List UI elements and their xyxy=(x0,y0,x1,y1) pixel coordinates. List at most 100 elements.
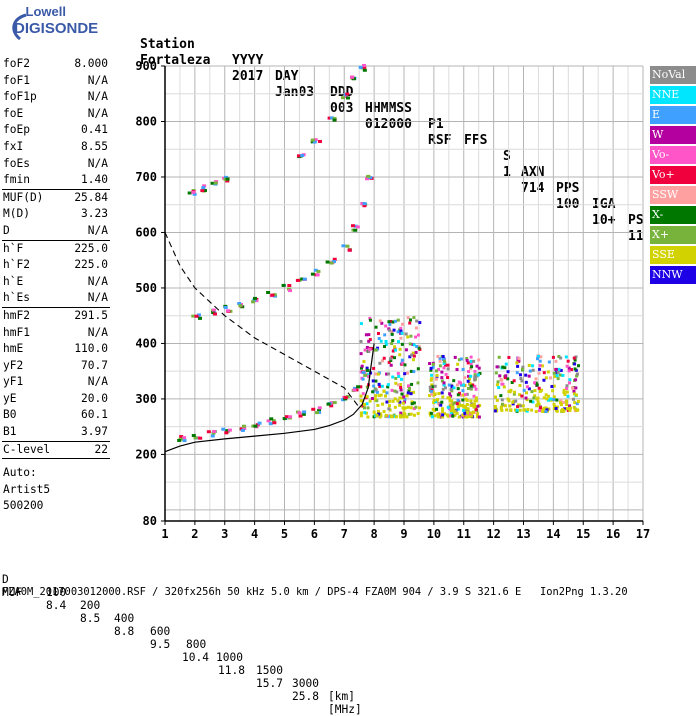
spread-echo-point xyxy=(391,320,395,324)
spread-echo-point xyxy=(384,342,388,346)
spread-echo-point xyxy=(528,369,532,373)
echo-trace-point xyxy=(300,154,305,158)
spread-echo-point xyxy=(378,319,382,323)
spread-echo-point xyxy=(535,357,539,361)
y-tick-label: 300 xyxy=(135,392,157,406)
spread-echo-point xyxy=(568,404,572,408)
logo-bottom-text: DIGISONDE xyxy=(14,20,99,37)
spread-echo-point xyxy=(399,326,403,330)
spread-echo-point xyxy=(447,383,451,387)
spread-echo-point xyxy=(515,361,519,365)
spread-echo-point xyxy=(409,406,413,410)
echo-trace-point xyxy=(353,228,358,232)
spread-echo-point xyxy=(399,388,403,392)
echo-trace-point xyxy=(211,308,216,312)
spread-echo-point xyxy=(368,316,372,320)
x-tick-label: 3 xyxy=(221,527,228,541)
spread-echo-point xyxy=(399,377,403,381)
echo-trace-point xyxy=(363,373,368,377)
x-tick-label: 5 xyxy=(281,527,288,541)
x-tick-label: 9 xyxy=(400,527,407,541)
spread-echo-point xyxy=(456,393,460,397)
spread-echo-point xyxy=(577,364,581,368)
spread-echo-point xyxy=(399,329,403,333)
spread-echo-point xyxy=(382,389,386,393)
spread-echo-point xyxy=(360,364,364,368)
spread-echo-point xyxy=(537,402,541,406)
spread-echo-point xyxy=(493,404,497,408)
spread-echo-point xyxy=(565,390,569,394)
spread-echo-point xyxy=(374,394,378,398)
spread-echo-point xyxy=(469,384,473,388)
spread-echo-point xyxy=(440,400,444,404)
param-row-h-f: h`F 225.0 xyxy=(2,241,110,258)
spread-echo-point xyxy=(393,356,397,360)
echo-trace-point xyxy=(362,68,367,72)
echo-trace-point xyxy=(177,438,182,442)
spread-echo-point xyxy=(398,396,402,400)
spread-echo-point xyxy=(398,347,402,351)
spread-echo-point xyxy=(429,389,433,393)
echo-trace-point xyxy=(360,202,365,206)
echo-trace-point xyxy=(266,290,271,294)
param-value: N/A xyxy=(87,156,108,170)
spread-echo-point xyxy=(417,346,421,350)
spread-echo-point xyxy=(391,399,395,403)
spread-echo-point xyxy=(414,335,418,339)
spread-echo-point xyxy=(441,407,445,411)
spread-echo-point xyxy=(393,389,397,393)
spread-echo-point xyxy=(515,408,519,412)
param-row-d: D N/A xyxy=(2,223,110,240)
spread-echo-point xyxy=(457,358,461,362)
spread-echo-point xyxy=(412,413,416,417)
spread-echo-point xyxy=(464,397,468,401)
spread-echo-point xyxy=(380,321,384,325)
param-row-h-f2: h`F2 225.0 xyxy=(2,257,110,274)
spread-echo-point xyxy=(467,377,471,381)
spread-echo-point xyxy=(553,398,557,402)
param-label: h`F xyxy=(3,241,24,255)
spread-echo-point xyxy=(400,413,404,417)
spread-echo-point xyxy=(462,383,466,387)
spread-echo-point xyxy=(574,355,578,359)
chart-tick-labels: 1 2 3 4 5 6 7 8 9 10 11 12 13 14 15 16 17802003004005006… xyxy=(135,59,650,541)
spread-echo-point xyxy=(362,406,366,410)
spread-echo-point xyxy=(381,359,385,363)
spread-echo-point xyxy=(365,366,369,370)
spread-echo-point xyxy=(359,394,363,398)
spread-echo-point xyxy=(438,357,442,361)
spread-echo-point xyxy=(538,364,542,368)
param-row-muf-d: MUF(D) 25.84 xyxy=(2,190,110,207)
spread-echo-point xyxy=(571,397,575,401)
echo-trace-point xyxy=(296,154,301,158)
spread-echo-point xyxy=(448,396,452,400)
spread-echo-point xyxy=(417,406,421,410)
distance-value: 3000 xyxy=(292,677,319,690)
header-value-ddd: 003 xyxy=(330,101,354,116)
spread-echo-point xyxy=(441,395,445,399)
param-row-hme: hmE 110.0 xyxy=(2,341,110,358)
param-value: 3.97 xyxy=(81,425,108,439)
spread-echo-point xyxy=(366,415,370,419)
spread-echo-point xyxy=(466,410,470,414)
spread-echo-point xyxy=(521,404,525,408)
spread-echo-point xyxy=(371,390,375,394)
spread-echo-point xyxy=(535,383,539,387)
param-label: C-level xyxy=(3,442,51,456)
spread-echo-point xyxy=(572,405,576,409)
x-tick-label: 1 xyxy=(161,527,168,541)
spread-echo-point xyxy=(440,379,444,383)
echo-trace-point xyxy=(282,417,287,421)
muf-unit: [MHz] xyxy=(328,703,362,716)
spread-echo-point xyxy=(410,353,414,357)
spread-echo-point xyxy=(555,374,559,378)
echo-trace-point xyxy=(366,174,371,178)
echo-trace-point xyxy=(212,429,217,433)
spread-echo-point xyxy=(473,384,477,388)
spread-echo-point xyxy=(444,363,448,367)
spread-echo-point xyxy=(359,411,363,415)
spread-echo-point xyxy=(463,411,467,415)
spread-echo-point xyxy=(566,394,570,398)
spread-echo-point xyxy=(431,362,435,366)
spread-echo-point xyxy=(439,403,443,407)
